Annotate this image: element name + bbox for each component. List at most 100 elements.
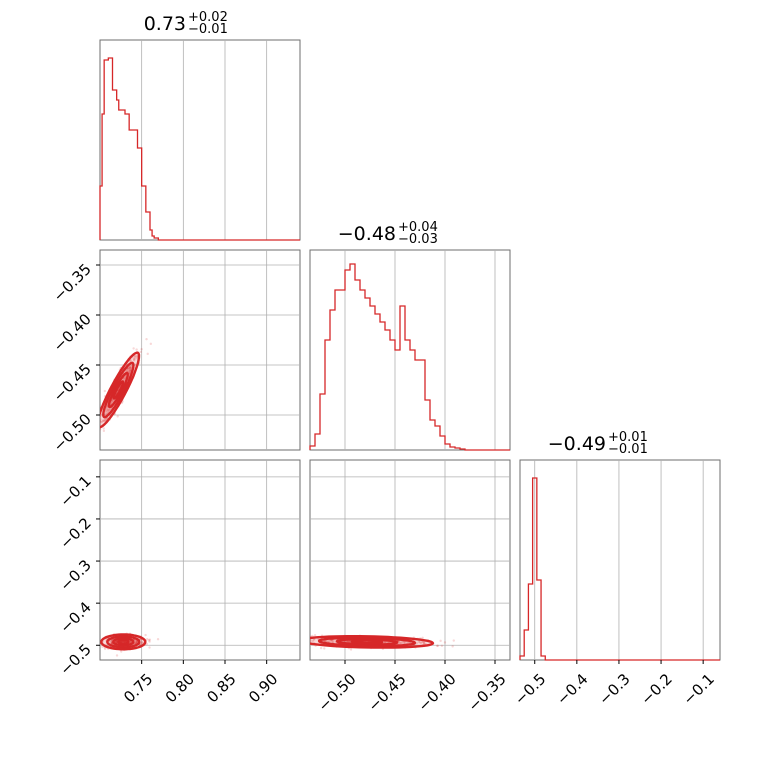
x-tick-label: 0.90 — [245, 670, 281, 706]
sample-point — [302, 640, 304, 642]
sample-point — [140, 348, 143, 351]
sample-point — [106, 408, 110, 411]
y-tick-label: −0.35 — [50, 260, 95, 305]
x-tick-label: 0.85 — [203, 670, 239, 706]
contour-line-0 — [100, 351, 141, 429]
x-tick-label: −0.40 — [415, 670, 460, 715]
sample-point — [439, 639, 442, 643]
sample-point — [91, 637, 93, 639]
title-plus: +0.04 — [398, 220, 438, 235]
x-tick-label: −0.4 — [553, 670, 591, 708]
sample-point — [134, 641, 138, 645]
contour-line-3 — [350, 639, 384, 645]
sample-point — [129, 359, 132, 362]
panel-frame — [309, 459, 511, 661]
sample-point — [144, 633, 147, 637]
sample-point — [422, 641, 426, 645]
sample-point — [398, 641, 402, 645]
sample-point — [125, 369, 128, 372]
sample-point — [422, 641, 426, 645]
y-tick-label: −0.45 — [50, 360, 95, 405]
x-tick-label: −0.35 — [465, 670, 510, 715]
sample-point — [128, 369, 131, 373]
sample-point — [134, 354, 137, 358]
sample-point — [415, 641, 418, 645]
sample-point — [103, 389, 107, 393]
sample-point — [126, 367, 130, 370]
sample-point — [148, 640, 151, 643]
sample-point — [134, 357, 137, 360]
sample-point — [311, 639, 315, 643]
sample-point — [107, 408, 110, 412]
sample-point — [101, 645, 104, 649]
sample-point — [101, 419, 105, 422]
sample-point — [132, 358, 136, 361]
sample-point — [97, 649, 99, 651]
sample-point — [420, 640, 424, 644]
sample-point — [310, 639, 312, 643]
sample-point — [90, 640, 92, 642]
sample-point — [96, 418, 98, 420]
sample-point — [105, 408, 109, 411]
sample-point — [103, 419, 107, 422]
sample-point — [331, 640, 335, 643]
sample-point — [304, 636, 306, 638]
density-cloud — [91, 337, 153, 434]
density-cloud — [90, 632, 160, 657]
panel-frame — [519, 459, 721, 661]
sample-point — [325, 639, 328, 643]
sample-point — [91, 429, 93, 431]
sample-point — [97, 427, 99, 429]
title-minus: −0.01 — [188, 22, 228, 37]
sample-point — [146, 638, 149, 641]
sample-point — [147, 639, 151, 642]
sample-point — [349, 648, 353, 651]
sample-point — [97, 428, 99, 430]
sample-point — [403, 641, 406, 645]
sample-point — [116, 415, 119, 418]
sample-point — [139, 350, 143, 354]
sample-point — [127, 367, 131, 370]
sample-point — [132, 357, 136, 360]
sample-point — [134, 641, 137, 645]
sample-point — [148, 638, 152, 641]
sample-point — [128, 366, 132, 369]
sample-point — [100, 428, 101, 431]
x-tick-label: 0.80 — [162, 670, 198, 706]
sample-point — [400, 641, 403, 645]
sample-point — [156, 638, 160, 641]
contour-line-1 — [317, 636, 417, 648]
sample-point — [132, 347, 135, 350]
sample-point — [128, 640, 132, 643]
sample-point — [302, 638, 304, 640]
sample-point — [103, 419, 106, 422]
sample-point — [327, 640, 331, 643]
panel-frame — [99, 39, 301, 241]
title-value: 0.73 — [144, 13, 186, 35]
sample-point — [100, 418, 102, 421]
title-minus: −0.03 — [398, 232, 438, 247]
sample-point — [123, 377, 126, 380]
title-minus: −0.01 — [608, 442, 648, 457]
sample-point — [115, 654, 119, 657]
y-tick-label: −0.2 — [56, 514, 94, 552]
title-value: −0.49 — [548, 433, 606, 455]
sample-point — [419, 641, 423, 645]
contour-line-3 — [117, 639, 130, 645]
param-title-2: −0.49 +0.01−0.01 — [548, 430, 648, 457]
scatter-panel-2-0 — [90, 459, 301, 661]
sample-point — [443, 641, 447, 644]
title-value: −0.48 — [338, 223, 396, 245]
contour-line-3 — [112, 380, 125, 400]
sample-point — [422, 640, 425, 644]
contour-fill-3 — [113, 381, 123, 399]
sample-point — [313, 633, 317, 637]
y-tick-label: −0.40 — [50, 310, 95, 355]
sample-point — [93, 424, 95, 426]
x-tick-label: −0.1 — [679, 670, 717, 708]
contour-line-2 — [112, 637, 135, 647]
contour-line-1 — [106, 635, 141, 649]
sample-point — [100, 644, 101, 646]
sample-point — [397, 640, 400, 643]
sample-point — [100, 428, 102, 431]
